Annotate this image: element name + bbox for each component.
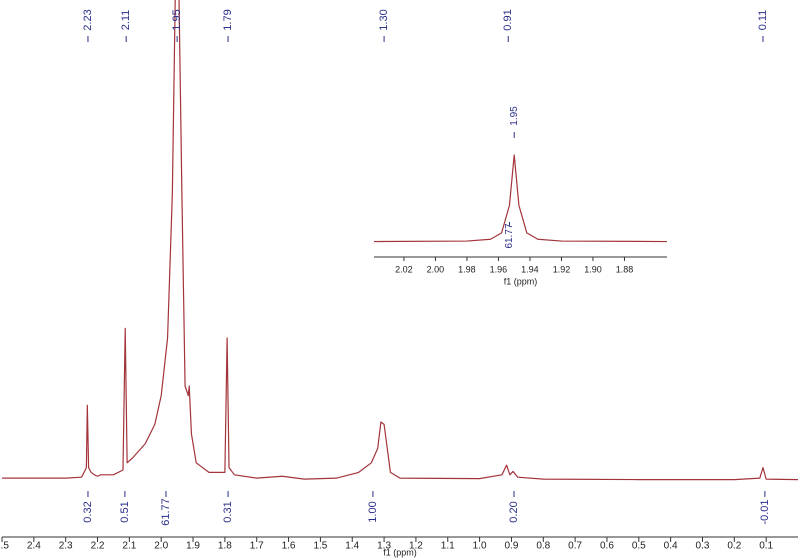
integral-label: 0.32	[82, 501, 94, 522]
integral-label: 0.51	[119, 501, 131, 522]
x-tick-label: 0.4	[664, 541, 678, 552]
x-tick-label: 1.98	[458, 264, 476, 274]
peak-label: 0.91	[502, 9, 514, 30]
x-tick-label: 0.8	[536, 541, 550, 552]
x-tick-label: 0.5	[632, 541, 646, 552]
x-tick-label: 1.2	[409, 541, 423, 552]
x-tick-label: 0.6	[600, 541, 614, 552]
x-tick-label: 1.3	[377, 541, 391, 552]
x-tick-label: 1.1	[441, 541, 455, 552]
x-axis-label: f1 (ppm)	[383, 547, 417, 557]
x-tick-label: 2.2	[91, 541, 105, 552]
x-tick-label: 0.9	[504, 541, 518, 552]
integral-label: -0.01	[759, 499, 771, 524]
spectrum-line	[2, 0, 799, 481]
x-tick-label: 1.94	[521, 264, 539, 274]
spectrum-line	[373, 154, 668, 243]
x-tick-label: 1.9	[186, 541, 200, 552]
x-axis-label: f1 (ppm)	[504, 276, 538, 286]
x-tick-label: 2.3	[59, 541, 73, 552]
x-tick-label: 1.7	[250, 541, 264, 552]
integral-label: 1.00	[367, 501, 379, 522]
x-tick-label: 0.2	[727, 541, 741, 552]
x-tick-label: 1.5	[313, 541, 327, 552]
x-tick-label: 0.7	[568, 541, 582, 552]
x-tick-label: 2.02	[395, 264, 413, 274]
peak-label: 1.79	[222, 9, 234, 30]
x-tick-label: 0.1	[759, 541, 773, 552]
x-tick-label: 1.6	[282, 541, 296, 552]
x-tick-label: 2.0	[154, 541, 168, 552]
x-tick-label: 0.3	[696, 541, 710, 552]
x-tick-label: 1.8	[218, 541, 232, 552]
integral-label: 0.20	[508, 501, 520, 522]
x-tick-label: 1.92	[553, 264, 571, 274]
x-tick-label: 1.4	[345, 541, 359, 552]
x-tick-label: 1.96	[490, 264, 508, 274]
integral-label: 61.77	[504, 223, 515, 248]
integral-label: 61.77	[160, 498, 172, 526]
x-tick-label: 1.90	[584, 264, 602, 274]
x-tick-label: 2.1	[122, 541, 136, 552]
x-tick-label: 1.0	[473, 541, 487, 552]
peak-label: 2.11	[120, 10, 132, 31]
x-tick-label: 1.88	[616, 264, 634, 274]
x-tick-label: 2.00	[427, 264, 445, 274]
x-tick-label: 2.5	[0, 541, 9, 552]
x-tick-label: 2.4	[27, 541, 41, 552]
peak-label: 1.95	[171, 9, 183, 30]
peak-label: 0.11	[757, 10, 769, 31]
integral-label: 0.31	[222, 501, 234, 522]
peak-label: 1.95	[509, 106, 520, 126]
peak-label: 1.30	[378, 9, 390, 30]
peak-label: 2.23	[82, 9, 94, 30]
